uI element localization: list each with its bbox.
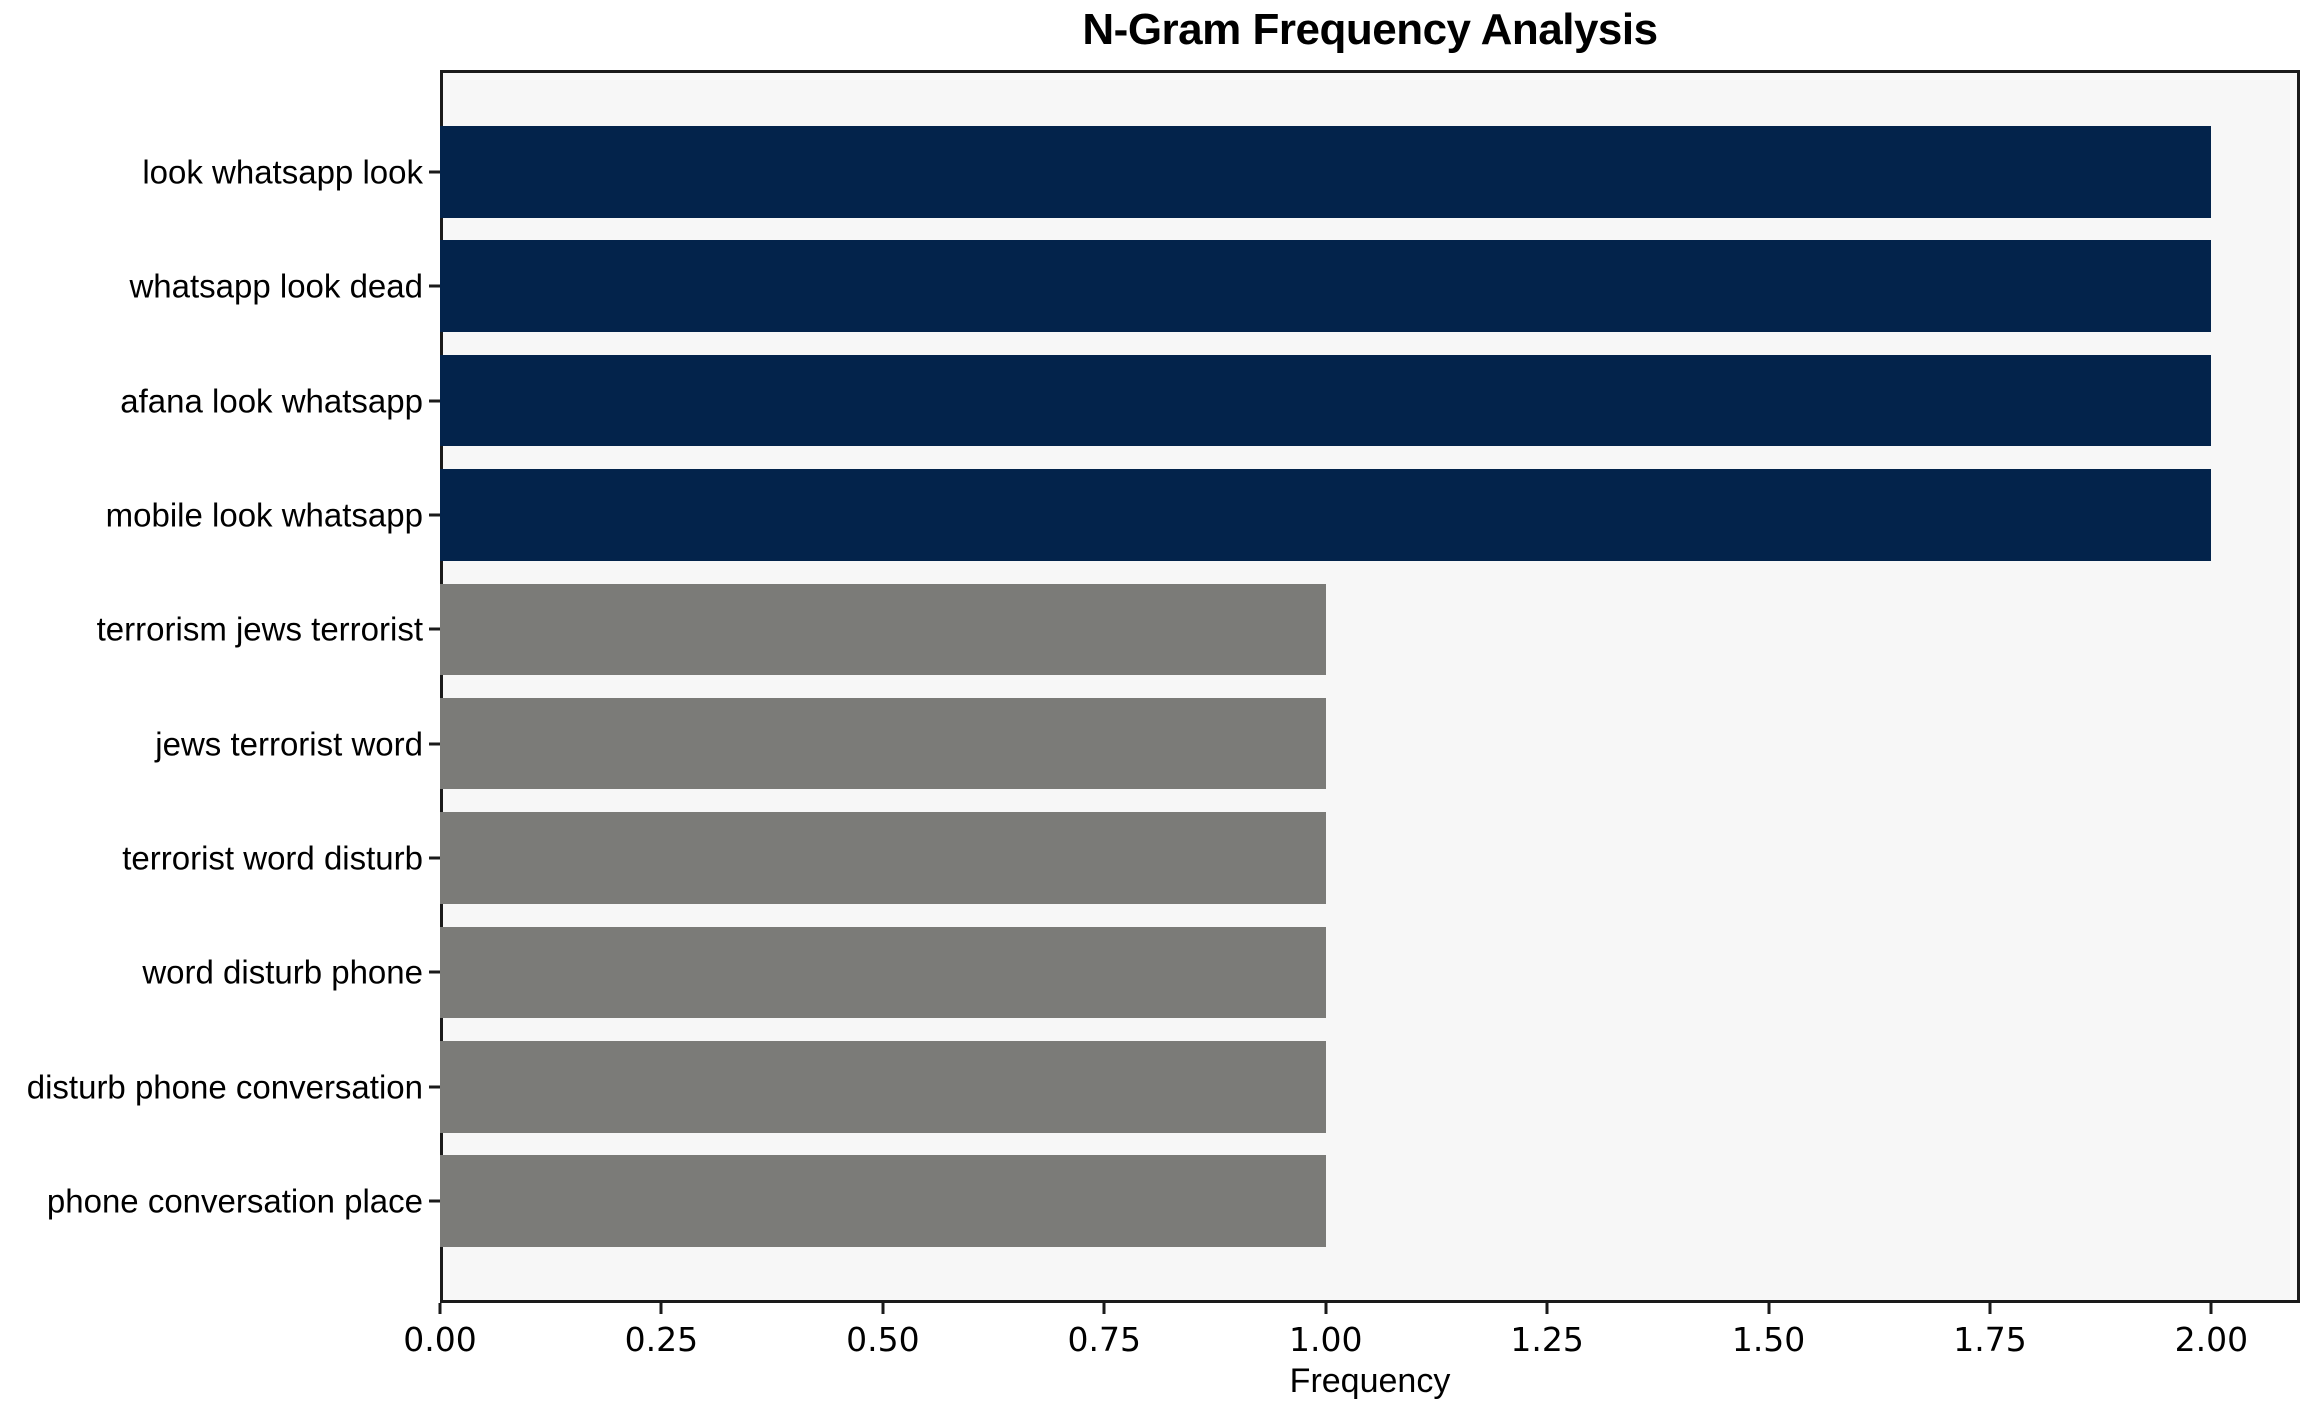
y-axis-label-1: look whatsapp look <box>142 153 423 191</box>
bar-3 <box>440 354 2212 447</box>
y-axis-label-3: afana look whatsapp <box>120 382 423 420</box>
y-tick-mark-1 <box>429 170 440 174</box>
x-tick-label-0.50: 0.50 <box>846 1320 920 1359</box>
y-tick-mark-5 <box>429 627 440 631</box>
y-tick-mark-10 <box>429 1199 440 1203</box>
bars-layer <box>440 70 2300 1303</box>
x-tick-mark-1.75 <box>1988 1303 1992 1314</box>
x-axis-label: Frequency <box>1289 1362 1451 1400</box>
x-tick-mark-1.00 <box>1324 1303 1328 1314</box>
x-axis: 0.00 0.25 0.50 0.75 1.00 1.25 1.50 1.75 2.00 <box>403 1303 2300 1403</box>
y-tick-mark-9 <box>429 1085 440 1089</box>
x-tick-mark-0.50 <box>881 1303 885 1314</box>
x-tick-mark-1.25 <box>1545 1303 1549 1314</box>
y-axis-labels: look whatsapp look whatsapp look dead afan… <box>0 70 423 1303</box>
bar-1 <box>440 126 2212 218</box>
x-tick-label-0.75: 0.75 <box>1067 1320 1142 1359</box>
bar-10 <box>440 1155 1326 1247</box>
chart-title: N-Gram Frequency Analysis <box>1082 5 1658 54</box>
x-tick-label-1.25: 1.25 <box>1510 1320 1584 1359</box>
x-tick-mark-0.00 <box>438 1303 442 1314</box>
x-tick-label-0.00: 0.00 <box>403 1320 477 1359</box>
bar-4 <box>440 469 2212 561</box>
x-tick-label-1.75: 1.75 <box>1953 1320 2027 1359</box>
y-axis-label-6: jews terrorist word <box>155 725 423 763</box>
bar-5 <box>440 583 1326 676</box>
y-axis-label-7: terrorist word disturb <box>122 839 423 877</box>
y-axis-label-5: terrorism jews terrorist <box>96 610 423 648</box>
y-tick-mark-4 <box>429 513 440 517</box>
y-axis-label-10: phone conversation place <box>46 1182 423 1220</box>
bar-8 <box>440 926 1326 1019</box>
y-axis-label-9: disturb phone conversation <box>26 1068 423 1106</box>
x-tick-mark-0.25 <box>659 1303 663 1314</box>
bar-6 <box>440 697 1326 790</box>
y-tick-mark-8 <box>429 970 440 974</box>
x-tick-label-1.00: 1.00 <box>1288 1320 1363 1359</box>
y-axis-ticks <box>429 70 440 1303</box>
y-tick-mark-2 <box>429 284 440 288</box>
y-axis-label-2: whatsapp look dead <box>129 267 423 305</box>
y-tick-mark-3 <box>429 399 440 403</box>
x-tick-mark-0.75 <box>1102 1303 1106 1314</box>
bar-7 <box>440 812 1326 904</box>
x-tick-mark-1.50 <box>1767 1303 1771 1314</box>
x-tick-label-1.50: 1.50 <box>1731 1320 1806 1359</box>
x-tick-mark-2.00 <box>2209 1303 2213 1314</box>
bar-2 <box>440 240 2212 332</box>
y-tick-mark-6 <box>429 742 440 746</box>
y-axis-label-4: mobile look whatsapp <box>105 496 423 534</box>
x-tick-label-2.00: 2.00 <box>2174 1320 2249 1359</box>
plot-area <box>440 70 2300 1303</box>
bar-9 <box>440 1041 1326 1133</box>
x-tick-label-0.25: 0.25 <box>624 1320 699 1359</box>
y-axis-label-8: word disturb phone <box>142 953 423 991</box>
y-tick-mark-7 <box>429 856 440 860</box>
